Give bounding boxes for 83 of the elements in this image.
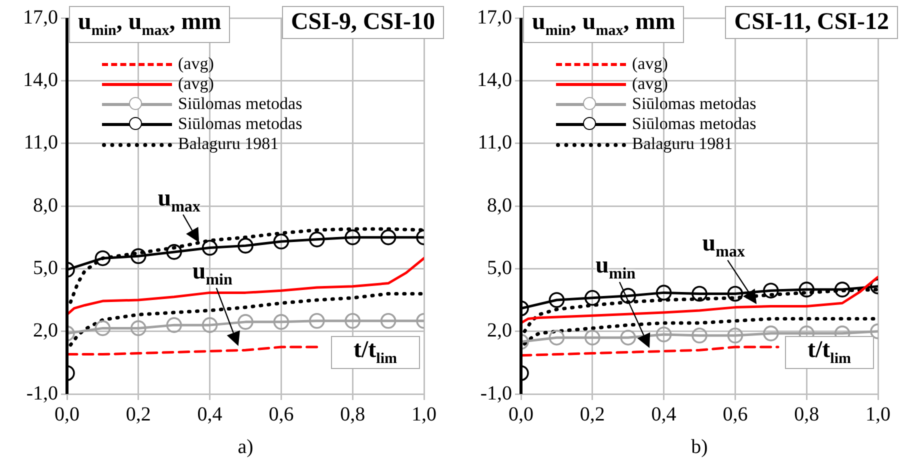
y-tick-label: 5,0: [487, 256, 512, 279]
point: [166, 317, 182, 333]
x-tick-label: 0,8: [340, 403, 366, 426]
x-axis-title: t/t$_{lim}$: [330, 336, 420, 369]
x-tick-label: 0,2: [580, 403, 605, 426]
y-tick-label: 8,0: [33, 194, 58, 216]
x-tick-label: 0,8: [794, 403, 820, 426]
point: [202, 240, 218, 256]
y-tick-label: 14,0: [23, 68, 58, 91]
point: [380, 229, 396, 246]
annotation: u$_{max}$: [702, 230, 745, 262]
point: [798, 282, 814, 298]
y-tick-label: 11,0: [478, 132, 512, 154]
point: [344, 312, 360, 329]
x-tick-label: 0,4: [197, 403, 222, 426]
x-tick-label: 0,6: [268, 403, 294, 426]
legend-label: Siūlomas metodas: [178, 114, 302, 134]
annotation: u$_{max}$: [158, 185, 200, 216]
point: [238, 314, 254, 330]
x-axis-title: t/t$_{lim}$: [784, 336, 874, 369]
point: [309, 312, 325, 329]
x-tick-label: 0,0: [508, 403, 534, 426]
point: [344, 229, 360, 246]
point: [692, 328, 708, 344]
legend-label: Siūlomas metodas: [632, 114, 756, 134]
legend-label: Siūlomas metodas: [632, 94, 756, 114]
y-tick-label: -1,0: [480, 382, 512, 404]
x-tick-label: 0,0: [54, 403, 80, 426]
point: [166, 244, 182, 260]
point: [620, 330, 636, 346]
point: [94, 320, 111, 336]
y-tick-label: 5,0: [33, 256, 58, 279]
point: [692, 286, 708, 302]
x-tick-label: 0,4: [651, 403, 676, 426]
x-tick-label: 0,2: [126, 403, 151, 426]
text: b): [691, 436, 708, 459]
legend-label: Balaguru 1981: [632, 134, 733, 154]
legend-label: (avg): [178, 54, 214, 74]
line-series: [521, 346, 780, 357]
point: [309, 232, 325, 248]
annotation: u$_{min}$: [192, 258, 232, 290]
legend-label: (avg): [632, 74, 668, 94]
point: [273, 314, 290, 330]
y-tick-label: 2,0: [487, 320, 512, 342]
legend-label: (avg): [178, 74, 214, 94]
point: [380, 312, 396, 329]
y-tick-label: 2,0: [33, 320, 58, 342]
point: [727, 286, 744, 302]
x-tick-label: 1,0: [866, 403, 890, 426]
point: [727, 328, 744, 344]
y-tick-label: 17,0: [23, 6, 58, 28]
legend-label: Balaguru 1981: [178, 134, 279, 154]
chart-title: CSI-11, CSI-12: [725, 6, 898, 39]
point: [584, 290, 600, 306]
y-tick-label: 17,0: [477, 6, 512, 28]
y-tick-label: 11,0: [24, 132, 58, 154]
x-tick-label: 1,0: [412, 403, 436, 426]
point: [763, 326, 779, 342]
point: [130, 320, 146, 336]
x-tick-label: 0,6: [722, 403, 748, 426]
point: [548, 330, 565, 346]
y-tick-label: -1,0: [26, 382, 58, 404]
y-axis-title: u$_{min}$, u$_{max}$, mm: [523, 6, 684, 43]
point: [238, 238, 254, 254]
y-tick-label: 14,0: [477, 68, 512, 91]
point: [763, 282, 779, 298]
point: [130, 248, 146, 264]
point: [834, 282, 850, 298]
point: [656, 284, 672, 301]
chart-title: CSI-9, CSI-10: [282, 6, 444, 39]
point: [656, 326, 672, 342]
legend-label: Siūlomas metodas: [178, 94, 302, 114]
point: [548, 292, 565, 308]
text: a): [238, 436, 254, 459]
point: [94, 250, 111, 266]
y-axis-title: u$_{min}$, u$_{max}$, mm: [69, 6, 230, 43]
point: [202, 317, 218, 333]
point: [273, 234, 290, 250]
y-tick-label: 8,0: [487, 194, 512, 216]
legend-label: (avg): [632, 54, 668, 74]
annotation: u$_{min}$: [596, 252, 636, 284]
point: [620, 288, 636, 304]
point: [584, 330, 600, 346]
